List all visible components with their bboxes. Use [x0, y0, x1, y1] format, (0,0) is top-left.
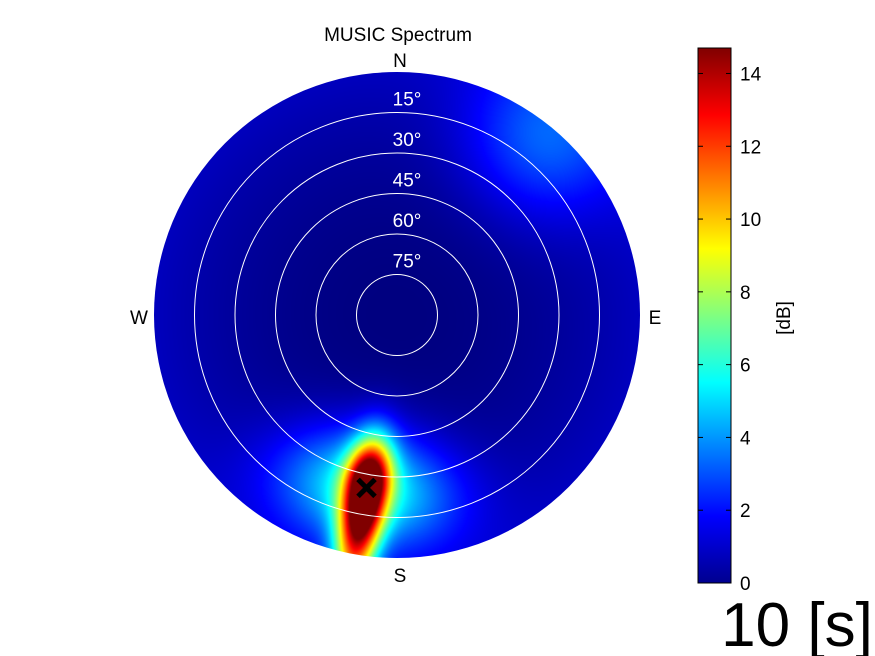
- colorbar-tick-label-8: 8: [740, 283, 751, 304]
- chart-title: MUSIC Spectrum: [324, 25, 472, 46]
- colorbar-tick-label-2: 2: [740, 501, 751, 522]
- colorbar-tick-label-4: 4: [740, 428, 751, 449]
- colorbar-ticks: 0 2 4 6 8 10 12 14: [698, 64, 762, 595]
- elevation-ring-60: [315, 233, 479, 397]
- elevation-ring-45: [275, 193, 519, 437]
- colorbar-tick-label-10: 10: [740, 210, 761, 231]
- colorbar-tick-label-12: 12: [740, 137, 761, 158]
- colorbar: [697, 47, 732, 584]
- colorbar-label: [dB]: [774, 301, 795, 335]
- elevation-ring-label-75: 75°: [393, 252, 422, 273]
- timestamp-label: 10 [s]: [721, 591, 873, 656]
- colorbar-tick-label-14: 14: [740, 64, 762, 85]
- elevation-ring-75: [356, 274, 438, 356]
- elevation-ring-label-15: 15°: [393, 90, 422, 111]
- elevation-ring-15: [194, 112, 600, 518]
- compass-east-label: E: [649, 308, 662, 329]
- elevation-rings: [194, 112, 600, 518]
- compass-west-label: W: [130, 308, 148, 329]
- elevation-ring-label-30: 30°: [393, 130, 422, 151]
- peak-marker-stroke-2: [356, 477, 377, 499]
- elevation-ring-label-45: 45°: [393, 171, 422, 192]
- peak-marker-x: [356, 477, 377, 499]
- colorbar-tick-label-0: 0: [740, 574, 751, 595]
- compass-north-label: N: [393, 51, 407, 72]
- elevation-ring-labels: 15° 30° 45° 60° 75°: [393, 90, 422, 273]
- elevation-ring-30: [234, 152, 560, 478]
- compass-south-label: S: [394, 566, 407, 587]
- elevation-ring-label-60: 60°: [393, 211, 422, 232]
- colorbar-tick-label-6: 6: [740, 356, 751, 377]
